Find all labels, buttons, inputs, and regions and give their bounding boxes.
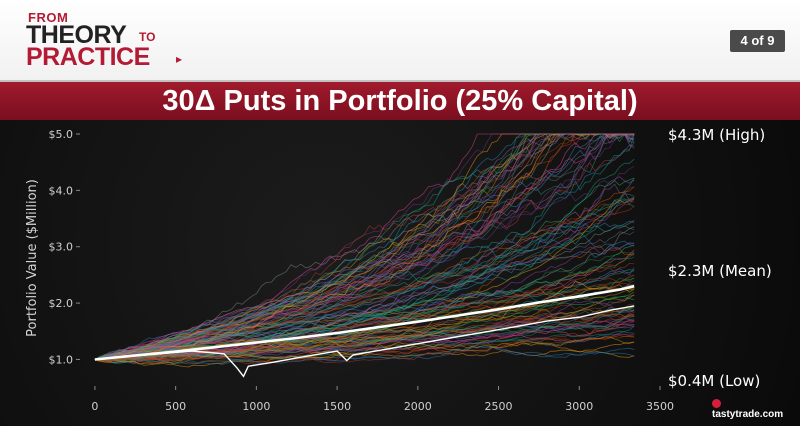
y-tick-label: $1.0: [49, 353, 74, 366]
y-tick-label: $4.0: [49, 184, 74, 197]
simulation-path: [94, 274, 635, 360]
brand-to: TO: [139, 30, 156, 44]
x-tick-label: 1000: [242, 400, 270, 413]
y-tick-label: $5.0: [49, 128, 74, 141]
brand-practice: PRACTICE: [26, 43, 150, 71]
x-tick-label: 1500: [323, 400, 351, 413]
simulation-path: [94, 325, 635, 365]
annotation-label: $2.3M (Mean): [668, 262, 772, 280]
simulation-path: [94, 295, 635, 361]
brand-arrow-icon: ▸: [176, 52, 183, 66]
x-tick-label: 0: [91, 400, 98, 413]
tastytrade-logo: tastytrade.com: [712, 398, 792, 420]
simulation-path: [94, 133, 635, 360]
chart-area: 0 500 1000 1500 2000 2500 3000 3500 $1.0 $2.0 $3.0…: [0, 120, 800, 426]
simulation-path: [94, 133, 635, 360]
logo-text: tastytrade.com: [712, 409, 784, 420]
simulation-path: [94, 220, 635, 360]
simulation-path: [94, 321, 635, 364]
brand-theory: THEORY: [26, 21, 127, 49]
portfolio-chart: 0 500 1000 1500 2000 2500 3000 3500 $1.0 $2.0 $3.0…: [25, 126, 772, 413]
simulation-path: [94, 303, 635, 361]
y-axis-label: Portfolio Value ($Million): [25, 179, 40, 337]
annotation-label: $4.3M (High): [668, 126, 765, 144]
x-tick-label: 2500: [485, 400, 513, 413]
highlight-series: [94, 284, 635, 378]
brand-logo: FROM THEORY TO PRACTICE ▸: [14, 4, 234, 74]
simulation-paths: [94, 133, 635, 368]
mean-line: [94, 284, 635, 361]
simulation-path: [94, 290, 635, 360]
title-bar: 30Δ Puts in Portfolio (25% Capital): [0, 80, 800, 120]
simulation-path: [94, 133, 635, 360]
y-tick-label: $2.0: [49, 297, 74, 310]
simulation-path: [94, 177, 635, 360]
cherry-icon: [712, 398, 721, 408]
y-tick-label: $3.0: [49, 241, 74, 254]
simulation-path: [94, 200, 635, 360]
brand-from: FROM: [28, 10, 69, 25]
x-tick-label: 3000: [565, 400, 593, 413]
x-tick-label: 500: [165, 400, 186, 413]
x-tick-label: 3500: [646, 400, 674, 413]
axes: 0 500 1000 1500 2000 2500 3000 3500 $1.0 $2.0 $3.0…: [25, 128, 674, 413]
annotation-label: $0.4M (Low): [668, 372, 760, 390]
annotations: $4.3M (High) $2.3M (Mean) $0.4M (Low): [668, 126, 772, 390]
simulation-path: [94, 315, 635, 364]
simulation-path: [94, 198, 635, 360]
page-counter: 4 of 9: [730, 30, 785, 52]
x-tick-label: 2000: [404, 400, 432, 413]
simulation-path: [94, 312, 635, 362]
slide-title: 30Δ Puts in Portfolio (25% Capital): [162, 85, 638, 117]
simulation-path: [94, 144, 635, 360]
header-bar: FROM THEORY TO PRACTICE ▸ 4 of 9: [0, 0, 800, 80]
median-path-line: [94, 305, 635, 378]
